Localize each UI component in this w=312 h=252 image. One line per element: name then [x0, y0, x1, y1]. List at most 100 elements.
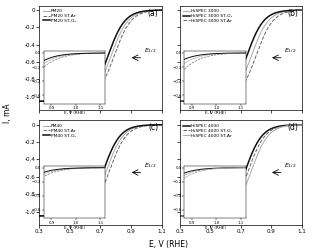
PM40 ST-O₂	[126, 128, 129, 131]
HiSPEC 4000 ST-Ar	[267, 134, 271, 137]
HiSPEC 4000 ST-Ar	[255, 155, 258, 159]
HiSPEC 4000	[217, 210, 221, 213]
PM40 ST-Ar	[77, 212, 81, 215]
PM20 ST-Ar	[37, 100, 41, 103]
HiSPEC 4000	[267, 129, 271, 132]
HiSPEC 3000 ST-O₂	[255, 30, 258, 33]
PM20	[115, 41, 118, 44]
HiSPEC 3000 ST-O₂	[178, 100, 181, 103]
Line: PM20 ST-O₂: PM20 ST-O₂	[39, 10, 162, 101]
HiSPEC 3000 ST-Ar	[178, 100, 181, 103]
HiSPEC 4000	[193, 214, 196, 217]
HiSPEC 4000 ST-Ar	[266, 135, 270, 138]
Line: PM40 ST-O₂: PM40 ST-O₂	[39, 125, 162, 216]
HiSPEC 4000 ST-O₂	[178, 214, 181, 217]
HiSPEC 4000 ST-Ar	[217, 212, 221, 215]
Line: PM20 ST-Ar: PM20 ST-Ar	[39, 10, 162, 101]
Text: (b): (b)	[288, 9, 298, 18]
Line: PM40: PM40	[39, 125, 162, 216]
Text: (d): (d)	[288, 123, 298, 132]
PM40 ST-O₂	[160, 123, 163, 126]
PM20	[126, 20, 129, 23]
PM20 ST-O₂	[126, 16, 130, 19]
HiSPEC 4000	[266, 129, 270, 132]
Text: E, V (RHE): E, V (RHE)	[149, 240, 188, 249]
HiSPEC 3000 ST-Ar	[226, 97, 230, 100]
PM20 ST-O₂	[115, 34, 118, 37]
Legend: PM40, PM40 ST-Ar, PM40 ST-O₂: PM40, PM40 ST-Ar, PM40 ST-O₂	[43, 123, 77, 138]
PM20 ST-Ar	[52, 100, 56, 103]
PM20	[52, 100, 56, 103]
HiSPEC 4000 ST-O₂	[266, 131, 270, 134]
HiSPEC 4000	[178, 214, 181, 217]
HiSPEC 3000 ST-O₂	[193, 100, 196, 103]
PM20 ST-O₂	[160, 9, 163, 12]
HiSPEC 4000 ST-O₂	[300, 123, 304, 126]
HiSPEC 4000 ST-O₂	[226, 207, 230, 210]
HiSPEC 3000	[255, 41, 258, 44]
HiSPEC 3000	[193, 100, 196, 103]
Line: HiSPEC 4000 ST-O₂: HiSPEC 4000 ST-O₂	[179, 125, 302, 216]
PM40 ST-Ar	[86, 208, 90, 211]
HiSPEC 3000 ST-O₂	[300, 9, 304, 12]
PM40	[86, 206, 90, 209]
PM40 ST-O₂	[77, 210, 81, 213]
Text: $E_{1/2}$: $E_{1/2}$	[285, 162, 297, 170]
PM20 ST-O₂	[77, 97, 81, 100]
PM40 ST-Ar	[160, 123, 163, 126]
HiSPEC 3000 ST-O₂	[217, 96, 221, 99]
PM40 ST-Ar	[52, 214, 56, 217]
PM40 ST-Ar	[126, 133, 129, 136]
PM40 ST-O₂	[115, 140, 118, 143]
PM20 ST-Ar	[126, 24, 129, 27]
HiSPEC 3000 ST-Ar	[300, 9, 304, 12]
Text: (a): (a)	[147, 9, 158, 18]
PM40 ST-Ar	[115, 152, 118, 155]
HiSPEC 4000	[226, 204, 230, 207]
PM20	[160, 9, 163, 12]
Line: PM20: PM20	[39, 10, 162, 101]
HiSPEC 3000 ST-Ar	[266, 26, 270, 29]
PM20 ST-Ar	[126, 23, 130, 26]
PM40 ST-Ar	[37, 214, 41, 217]
PM40	[126, 130, 129, 133]
PM40 ST-O₂	[86, 202, 90, 205]
Text: $E_{1/2}$: $E_{1/2}$	[144, 47, 157, 55]
HiSPEC 3000 ST-Ar	[267, 25, 271, 28]
HiSPEC 4000 ST-O₂	[267, 131, 271, 134]
Line: PM40 ST-Ar: PM40 ST-Ar	[39, 125, 162, 216]
HiSPEC 3000	[178, 100, 181, 103]
HiSPEC 4000 ST-O₂	[255, 148, 258, 151]
HiSPEC 3000 ST-O₂	[266, 15, 270, 18]
PM20 ST-Ar	[115, 49, 118, 52]
Legend: HiSPEC 4000, HiSPEC 4000 ST-O₂, HiSPEC 4000 ST-Ar: HiSPEC 4000, HiSPEC 4000 ST-O₂, HiSPEC 4…	[183, 123, 233, 138]
PM20 ST-Ar	[77, 98, 81, 101]
PM20 ST-Ar	[86, 96, 90, 99]
Text: I, mA: I, mA	[3, 104, 12, 123]
PM20	[126, 19, 130, 22]
Legend: HiSPEC 3000, HiSPEC 3000 ST-O₂, HiSPEC 3000 ST-Ar: HiSPEC 3000, HiSPEC 3000 ST-O₂, HiSPEC 3…	[183, 9, 233, 23]
PM40	[160, 123, 163, 126]
HiSPEC 3000	[267, 19, 271, 22]
PM20 ST-O₂	[52, 100, 56, 103]
Line: HiSPEC 3000 ST-Ar: HiSPEC 3000 ST-Ar	[179, 10, 302, 101]
HiSPEC 3000 ST-O₂	[226, 91, 230, 94]
PM40	[126, 130, 130, 133]
HiSPEC 3000 ST-Ar	[217, 99, 221, 102]
HiSPEC 3000 ST-O₂	[267, 15, 271, 18]
HiSPEC 3000	[266, 20, 270, 23]
PM20 ST-Ar	[160, 9, 163, 12]
Line: HiSPEC 4000: HiSPEC 4000	[179, 125, 302, 216]
Text: (c): (c)	[148, 123, 158, 132]
HiSPEC 3000	[226, 94, 230, 98]
HiSPEC 4000 ST-Ar	[300, 123, 304, 126]
PM20 ST-O₂	[37, 100, 41, 103]
HiSPEC 4000 ST-Ar	[178, 214, 181, 217]
HiSPEC 3000	[217, 98, 221, 101]
Line: HiSPEC 4000 ST-Ar: HiSPEC 4000 ST-Ar	[179, 125, 302, 216]
HiSPEC 3000 ST-Ar	[255, 53, 258, 56]
Line: HiSPEC 3000 ST-O₂: HiSPEC 3000 ST-O₂	[179, 10, 302, 101]
Line: HiSPEC 3000: HiSPEC 3000	[179, 10, 302, 101]
HiSPEC 4000	[255, 142, 258, 145]
PM40	[115, 145, 118, 148]
